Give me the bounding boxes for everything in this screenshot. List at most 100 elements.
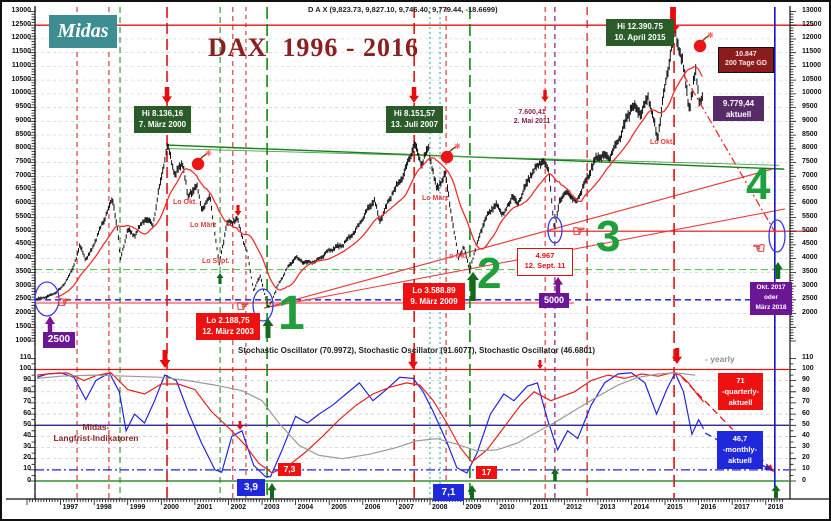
stoch-axis-left-value: 50 xyxy=(23,420,31,428)
annotation-high-2011: 7.600,41 2. Mai 2011 xyxy=(506,108,558,126)
stoch-axis-left-value: 110 xyxy=(19,353,31,361)
stoch-low-39-badge: 3,9 xyxy=(237,479,265,496)
annotation-quarterly-71: 71 -quarterly-aktuell xyxy=(718,373,763,410)
stoch-axis-right-value: 70 xyxy=(802,398,810,406)
label-lo-okt-2014: Lo Okt. xyxy=(650,139,675,146)
stoch-axis-left-value: 40 xyxy=(23,431,31,439)
year-label: 2001 xyxy=(196,504,213,511)
stoch-axis-right-value: 60 xyxy=(802,409,810,417)
quarterly-value: 71 xyxy=(736,376,745,385)
stoch-axis-left-value: 0 xyxy=(27,476,31,484)
year-label: 2015 xyxy=(667,504,683,511)
price-axis-left-value: 1000 xyxy=(15,336,31,344)
stoch-axis-left-value: 30 xyxy=(23,443,31,451)
svg-text:☜: ☜ xyxy=(752,239,765,257)
price-axis-left-value: 1500 xyxy=(15,322,31,330)
price-axis-left-value: 7000 xyxy=(15,171,31,179)
gd-label: 200 Tage GD xyxy=(725,60,767,67)
price-axis-left-value: 9000 xyxy=(15,116,31,124)
wave-number-1: 1 xyxy=(278,287,305,340)
stoch-axis-right-value: 90 xyxy=(802,376,810,384)
high-2011-value: 7.600,41 xyxy=(518,109,546,116)
year-label: 2004 xyxy=(297,504,314,511)
year-label: 2006 xyxy=(364,504,381,511)
svg-text:☞: ☞ xyxy=(572,222,585,240)
price-axis-left-value: 11000 xyxy=(11,61,31,69)
wave-number-2: 2 xyxy=(477,249,502,298)
price-axis-right-value: 6000 xyxy=(802,199,818,207)
monthly-label: -monthly- xyxy=(722,445,758,454)
annotation-low-2009: Lo 3.588.89 9. März 2009 xyxy=(403,283,465,310)
quarterly-label: -quarterly- xyxy=(721,387,760,396)
price-axis-right-value: 3000 xyxy=(802,281,818,289)
annotation-low-2011: 4.967 12. Sept. 11 xyxy=(517,248,573,276)
price-axis-left-value: 2000 xyxy=(15,309,31,317)
yearly-line-note: - yearly xyxy=(705,354,735,364)
annotation-aktuell-price: 9.779,44 aktuell xyxy=(713,96,764,121)
stoch-axis-left-value: 90 xyxy=(23,376,31,384)
gd-value: 10.847 xyxy=(735,51,757,58)
year-label: 2018 xyxy=(767,504,784,511)
annotation-low-2003: Lo 2.188,75 12. März 2003 xyxy=(196,313,260,340)
level-2500-badge: 2500 xyxy=(43,332,75,348)
year-label: 2011 xyxy=(532,504,548,511)
year-label: 2005 xyxy=(331,504,347,511)
stoch-axis-left-value: 70 xyxy=(23,398,31,406)
price-axis-left-value: 5500 xyxy=(15,212,31,220)
price-axis-right-value: 10000 xyxy=(802,89,822,97)
stoch-axis-right-value: 0 xyxy=(802,476,806,484)
price-axis-right-value: 7000 xyxy=(802,171,818,179)
langfrist-line1: Midas- xyxy=(82,422,110,432)
price-axis-right-value: 5500 xyxy=(802,212,818,220)
high-2015-date: 10. April 2015 xyxy=(614,33,666,42)
year-label: 1997 xyxy=(62,504,79,511)
price-axis-right-value: 10500 xyxy=(802,75,822,83)
wave-number-4: 4 xyxy=(746,160,771,209)
year-label: 2007 xyxy=(398,504,414,511)
stoch-axis-right-value: 10 xyxy=(802,465,810,473)
price-axis-left-value: 6000 xyxy=(15,199,31,207)
price-axis-left-value: 10500 xyxy=(11,75,31,83)
label-lo-okt-2000: Lo Okt. xyxy=(173,199,198,206)
year-label: 2013 xyxy=(599,504,616,511)
annotation-high-2000: Hi 8.136,16 7. März 2000 xyxy=(134,106,191,133)
price-axis-left-value: 5000 xyxy=(15,226,31,234)
stoch-axis-left-value: 10 xyxy=(23,465,31,473)
high-2000-date: 7. März 2000 xyxy=(138,120,187,129)
target-oder: oder xyxy=(763,294,779,301)
stochastic-title: Stochastic Oscillator (70.9972), Stochas… xyxy=(238,346,596,355)
high-2007-value: Hi 8.151,57 xyxy=(393,109,436,118)
high-2011-date: 2. Mai 2011 xyxy=(513,118,551,125)
price-axis-right-value: 12000 xyxy=(802,34,822,42)
price-axis-left-value: 4500 xyxy=(15,240,31,248)
low-2011-date: 12. Sept. 11 xyxy=(524,261,566,270)
price-axis-right-value: 4500 xyxy=(802,240,818,248)
label-lo-maerz-2001: Lo März xyxy=(190,222,217,229)
year-label: 2017 xyxy=(734,504,750,511)
price-axis-left-value: 2500 xyxy=(15,295,31,303)
svg-text:☞: ☞ xyxy=(236,297,249,315)
stoch-axis-right-value: 80 xyxy=(802,387,810,395)
price-axis-right-value: 9500 xyxy=(802,103,818,111)
price-axis-left-value: 10000 xyxy=(11,89,31,97)
stoch-axis-right-value: 110 xyxy=(802,353,814,361)
price-axis-right-value: 9000 xyxy=(802,116,818,124)
aktuell-value: 9.779,44 xyxy=(722,99,755,108)
year-label: 1998 xyxy=(96,504,112,511)
stoch-low-17-badge: 17 xyxy=(476,466,497,479)
label-lo-maerz-2008: Lo März xyxy=(422,195,449,202)
target-date-2: März 2018 xyxy=(755,304,787,311)
price-axis-right-value: 11000 xyxy=(802,61,822,69)
monthly-value: 46,7 xyxy=(732,434,748,443)
monthly-aktuell: aktuell xyxy=(728,456,752,465)
svg-text:☞: ☞ xyxy=(57,293,70,311)
annotation-high-2007: Hi 8.151,57 13. Juli 2007 xyxy=(386,106,443,133)
price-axis-right-value: 13000 xyxy=(802,7,822,14)
price-axis-right-value: 6500 xyxy=(802,185,818,193)
low-2009-value: Lo 3.588.89 xyxy=(412,286,456,295)
price-axis-right-value: 7500 xyxy=(802,158,818,166)
year-label: 2002 xyxy=(230,504,247,511)
year-label: 2010 xyxy=(499,504,515,511)
